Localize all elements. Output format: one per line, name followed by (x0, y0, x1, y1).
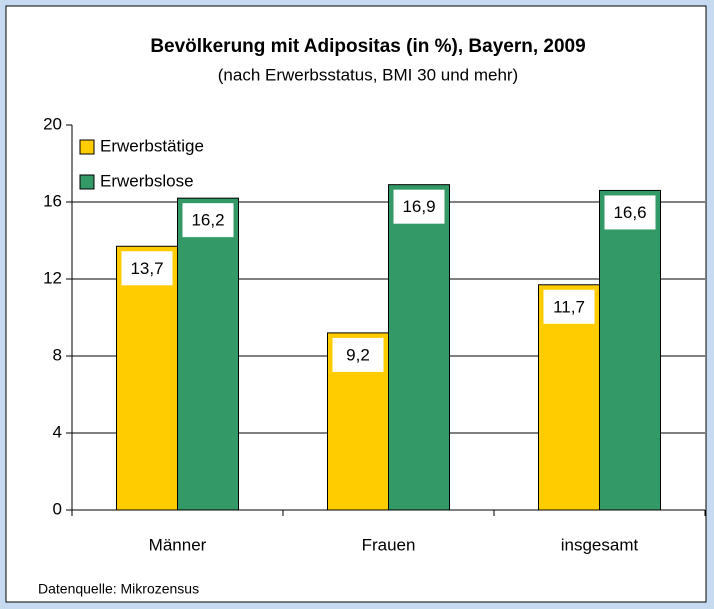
y-tick-label: 8 (53, 345, 62, 364)
chart-title: Bevölkerung mit Adipositas (in %), Bayer… (150, 36, 585, 57)
legend-swatch (79, 139, 95, 155)
value-label: 16,9 (402, 197, 435, 216)
y-tick-label: 4 (53, 422, 62, 441)
value-label: 13,7 (130, 259, 163, 278)
x-tick-label: Männer (149, 535, 207, 554)
y-tick-label: 16 (43, 191, 62, 210)
value-label-box (121, 251, 173, 286)
source-note: Datenquelle: Mikrozensus (38, 581, 199, 597)
legend-label: Erwerbslose (100, 171, 194, 190)
chart-subtitle: (nach Erwerbsstatus, BMI 30 und mehr) (218, 65, 518, 84)
value-label: 11,7 (553, 297, 585, 316)
value-label-box (182, 203, 234, 238)
value-label: 16,6 (613, 203, 646, 222)
value-label: 16,2 (191, 211, 224, 230)
value-label-box (604, 195, 656, 230)
bar (116, 245, 178, 511)
bar (599, 189, 661, 511)
x-tick-label: insgesamt (561, 535, 639, 554)
bar (388, 184, 450, 511)
y-tick-label: 0 (53, 499, 62, 518)
value-label-box (393, 189, 445, 224)
legend-swatch (79, 174, 95, 190)
value-label-box (332, 337, 384, 372)
value-label: 9,2 (346, 345, 370, 364)
y-tick-label: 12 (43, 268, 62, 287)
x-tick-label: Frauen (362, 535, 416, 554)
y-tick-label: 20 (43, 114, 62, 133)
bar (177, 197, 239, 511)
value-label-box (543, 289, 595, 324)
legend-label: Erwerbstätige (100, 136, 204, 155)
